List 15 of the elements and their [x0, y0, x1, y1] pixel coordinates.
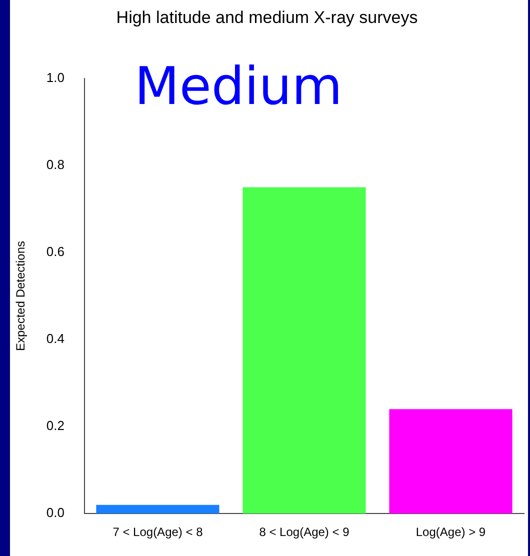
- chart-title: High latitude and medium X-ray surveys: [116, 8, 418, 27]
- y-axis-title: Expected Detections: [14, 240, 28, 352]
- bar: [96, 504, 220, 514]
- x-tick-label: 7 < Log(Age) < 8: [112, 525, 204, 540]
- y-tick-label: 0.8: [46, 157, 64, 172]
- x-tick-label: Log(Age) > 9: [416, 525, 486, 540]
- y-tick-label: 1.0: [46, 70, 64, 85]
- y-tick-label: 0.4: [46, 331, 64, 346]
- annotation: Medium: [134, 56, 342, 117]
- y-tick-label: 0.2: [46, 418, 64, 434]
- y-tick-label: 0.0: [46, 505, 64, 520]
- x-tick-label: 8 < Log(Age) < 9: [259, 525, 350, 540]
- y-tick-label: 0.6: [46, 244, 64, 260]
- bar: [389, 409, 512, 514]
- bar: [242, 187, 366, 514]
